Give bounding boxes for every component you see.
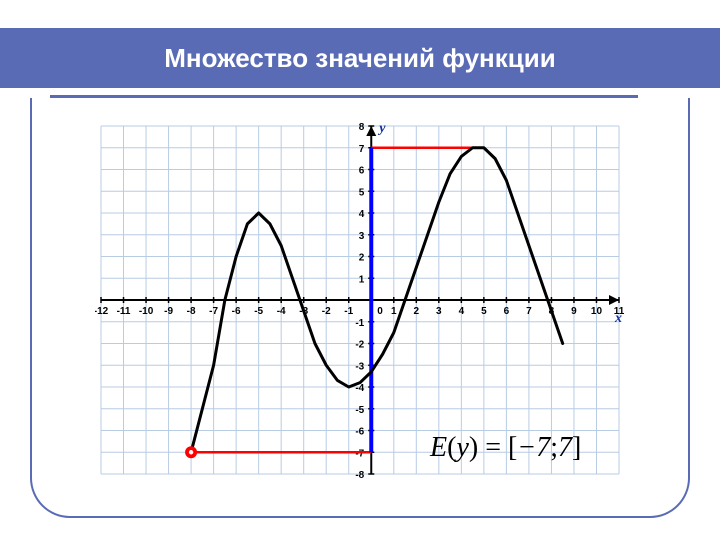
svg-text:y: y [377,121,386,136]
svg-text:-8: -8 [187,306,196,317]
svg-text:-10: -10 [139,306,154,317]
svg-text:0: 0 [377,306,383,317]
svg-text:7: 7 [526,306,532,317]
svg-text:-6: -6 [232,306,241,317]
svg-text:4: 4 [459,306,465,317]
svg-text:2: 2 [414,306,420,317]
svg-text:-4: -4 [277,306,286,317]
svg-text:-8: -8 [355,470,364,480]
function-chart: -12-11-10-9-8-7-6-5-4-3-2-11234567891011… [95,120,625,480]
range-formula: E(y) = [−7;7] [430,432,581,464]
svg-text:-5: -5 [355,405,364,416]
title-bar: Множество значений функции [0,28,720,88]
svg-text:5: 5 [359,187,365,198]
formula-high: 7 [558,432,572,463]
svg-text:-3: -3 [355,361,364,372]
svg-text:10: 10 [591,306,603,317]
svg-text:9: 9 [571,306,577,317]
svg-text:-7: -7 [209,306,218,317]
svg-text:4: 4 [359,209,365,220]
svg-text:8: 8 [359,122,365,133]
formula-arg: y [456,432,468,463]
svg-text:6: 6 [504,306,510,317]
page-title: Множество значений функции [164,43,555,74]
svg-text:5: 5 [481,306,487,317]
svg-text:2: 2 [359,253,365,264]
svg-text:-2: -2 [355,340,364,351]
formula-func: E [430,432,447,463]
svg-text:-6: -6 [355,427,364,438]
svg-text:7: 7 [359,144,365,155]
svg-text:x: x [614,311,622,326]
svg-text:-11: -11 [117,306,131,317]
svg-text:1: 1 [359,274,365,285]
svg-text:1: 1 [391,306,397,317]
svg-text:-12: -12 [95,306,109,317]
svg-text:-1: -1 [344,306,353,317]
formula-low: −7 [517,432,550,463]
svg-text:-7: -7 [355,448,364,459]
svg-text:-2: -2 [322,306,331,317]
svg-text:-1: -1 [355,318,364,329]
svg-text:-9: -9 [164,306,173,317]
svg-text:6: 6 [359,166,365,177]
svg-text:3: 3 [359,231,365,242]
svg-text:3: 3 [436,306,442,317]
svg-text:-5: -5 [254,306,263,317]
